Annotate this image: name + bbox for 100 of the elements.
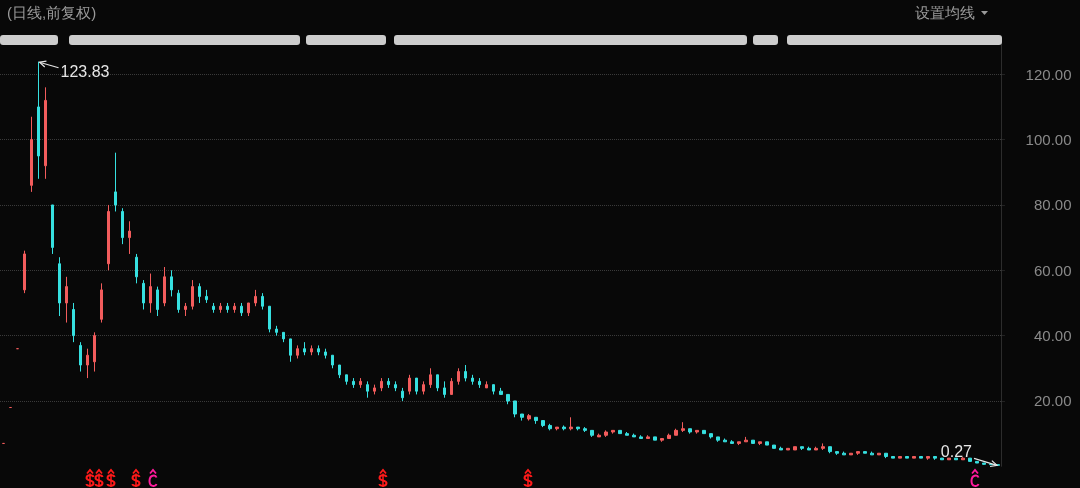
candlestick bbox=[478, 377, 481, 389]
candlestick bbox=[443, 380, 446, 399]
candlestick bbox=[436, 374, 439, 392]
candlestick bbox=[464, 364, 467, 382]
candlestick bbox=[121, 207, 124, 245]
candlestick bbox=[940, 457, 944, 461]
candlestick bbox=[163, 266, 166, 307]
candlestick bbox=[247, 302, 250, 317]
candlestick bbox=[65, 276, 68, 324]
candlestick bbox=[149, 273, 152, 314]
candlestick bbox=[450, 377, 453, 395]
y-tick-label: 100.00 bbox=[1025, 131, 1072, 149]
candlestick bbox=[282, 331, 285, 343]
candlestick bbox=[674, 428, 678, 436]
candlestick bbox=[303, 341, 306, 356]
candlestick bbox=[975, 460, 979, 464]
candlestick bbox=[44, 86, 47, 180]
candlestick bbox=[618, 429, 622, 435]
candlestick bbox=[499, 387, 503, 395]
candlestick bbox=[310, 344, 313, 356]
candlestick bbox=[555, 426, 559, 431]
candlestick bbox=[744, 436, 748, 443]
candlestick bbox=[870, 451, 874, 456]
candlestick bbox=[366, 380, 369, 399]
candlestick bbox=[275, 325, 278, 337]
candlestick bbox=[205, 289, 208, 304]
candlestick bbox=[856, 451, 860, 456]
candlestick bbox=[576, 426, 580, 431]
candlestick bbox=[947, 457, 951, 461]
candlestick bbox=[765, 441, 769, 446]
candlestick bbox=[128, 220, 131, 255]
candlestick bbox=[142, 279, 145, 310]
candlestick bbox=[597, 433, 601, 438]
candlestick bbox=[184, 302, 187, 317]
candlestick bbox=[709, 433, 713, 440]
candlestick bbox=[758, 441, 762, 446]
candlestick bbox=[72, 302, 75, 343]
candlestick bbox=[86, 348, 89, 379]
text: 设置均线 bbox=[914, 4, 975, 22]
candlestick bbox=[387, 377, 390, 389]
candlestick bbox=[23, 250, 26, 294]
candlestick bbox=[541, 420, 545, 428]
y-tick-label: 120.00 bbox=[1025, 65, 1072, 83]
candlestick bbox=[394, 380, 397, 392]
candlestick bbox=[506, 393, 510, 405]
candlestick bbox=[667, 433, 671, 440]
candlestick bbox=[345, 374, 348, 386]
candlestick bbox=[968, 457, 972, 462]
candlestick bbox=[380, 377, 383, 392]
candlestick bbox=[632, 433, 636, 438]
candlestick bbox=[422, 380, 425, 395]
candlestick bbox=[485, 380, 488, 389]
candlestick bbox=[135, 253, 138, 284]
candlestick bbox=[219, 302, 222, 314]
candlestick bbox=[471, 374, 474, 386]
candlestick bbox=[730, 439, 734, 444]
candlestick bbox=[814, 446, 818, 451]
y-tick-label: 40.00 bbox=[1033, 327, 1072, 345]
candlestick bbox=[79, 341, 82, 373]
candlestick bbox=[317, 344, 320, 356]
candlestick bbox=[373, 384, 376, 395]
candlestick bbox=[933, 456, 937, 461]
candlestick bbox=[716, 436, 720, 443]
y-tick-label: 60.00 bbox=[1033, 261, 1072, 279]
candlestick bbox=[821, 442, 825, 451]
candlestick bbox=[702, 429, 706, 435]
candlestick bbox=[296, 344, 299, 359]
candlestick bbox=[457, 367, 460, 386]
candlestick bbox=[842, 451, 846, 456]
candlestick bbox=[520, 413, 524, 422]
candlestick bbox=[912, 456, 916, 459]
candlestick bbox=[590, 429, 594, 438]
candlestick bbox=[681, 421, 685, 433]
candlestick bbox=[583, 426, 587, 433]
candlestick bbox=[723, 438, 727, 443]
candlestick bbox=[877, 452, 881, 456]
candlestick bbox=[534, 416, 538, 425]
candlestick bbox=[415, 377, 418, 395]
candlestick bbox=[30, 116, 33, 193]
candlestick bbox=[562, 424, 566, 431]
candlestick bbox=[604, 429, 608, 438]
candlestick bbox=[492, 384, 495, 395]
candlestick bbox=[240, 302, 243, 317]
candlestick bbox=[212, 302, 215, 314]
candlestick bbox=[884, 452, 888, 459]
candlestick bbox=[289, 338, 292, 363]
candlestick bbox=[982, 462, 986, 466]
candlestick bbox=[198, 282, 201, 304]
candlestick bbox=[772, 444, 776, 449]
candlestick bbox=[954, 457, 958, 461]
candlestick bbox=[891, 456, 895, 459]
candlestick bbox=[93, 331, 96, 373]
candlestick bbox=[569, 416, 573, 431]
candlestick bbox=[786, 447, 790, 451]
candlestick bbox=[905, 456, 909, 459]
candlestick bbox=[359, 377, 362, 389]
candlestick bbox=[338, 364, 341, 379]
candlestick bbox=[611, 429, 615, 435]
candlestick bbox=[807, 446, 811, 451]
candlestick bbox=[919, 456, 923, 459]
